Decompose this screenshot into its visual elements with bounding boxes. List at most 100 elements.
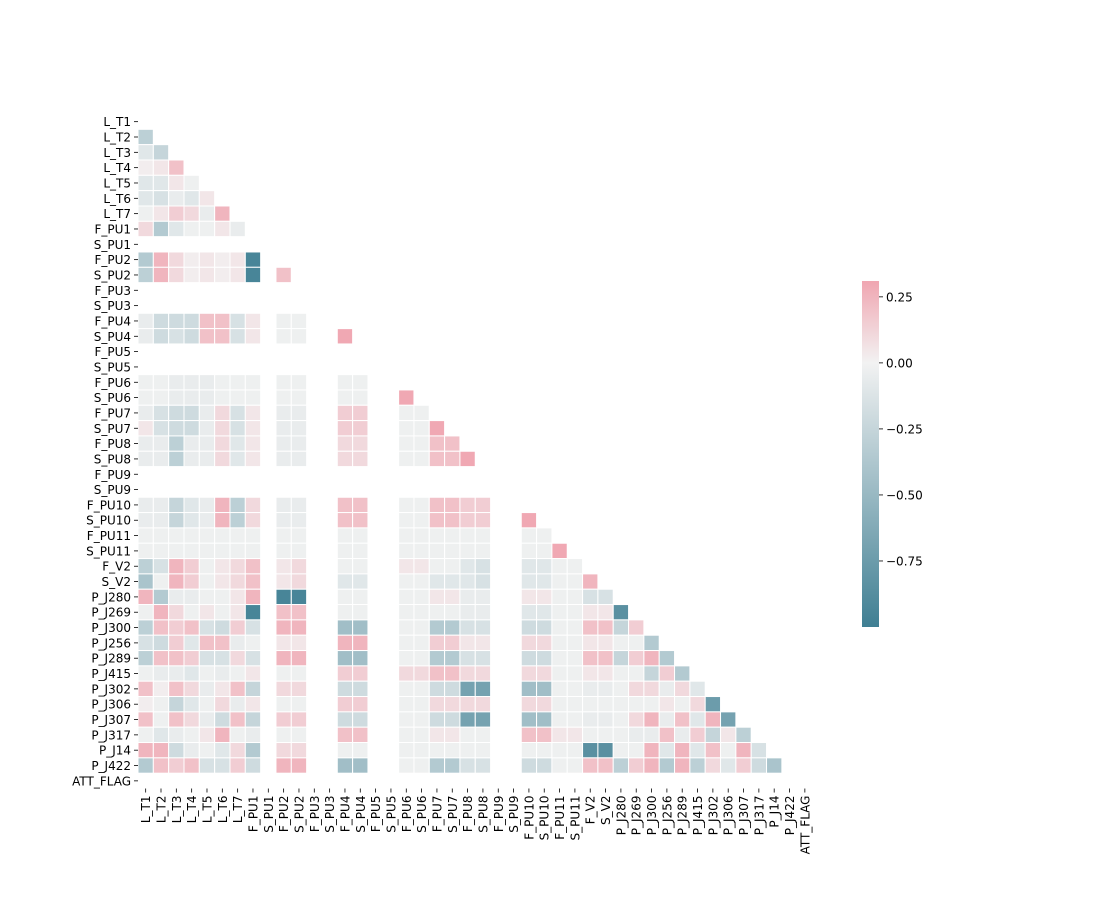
heatmap-cell-F_V2-F_PU8 [459, 558, 476, 575]
heatmap-cell-S_PU2-L_T4 [183, 266, 200, 284]
heatmap-cell-P_J415-F_PU10 [520, 665, 538, 682]
colorbar-ticks: 0.25 0.00 −0.25 −0.50 −0.75 [879, 290, 923, 568]
heatmap-cell-P_J269-F_PU6 [398, 604, 415, 621]
heatmap-cell-P_J306-L_T7 [229, 696, 246, 713]
heatmap-cell-S_PU10-L_T2 [152, 512, 170, 529]
heatmap-cell-P_J269-L_T1 [137, 604, 154, 621]
heatmap-cell-P_J306-L_T6 [214, 696, 231, 713]
heatmap-cell-F_PU1-L_T4 [183, 220, 200, 238]
heatmap-cell-P_J302-P_J415 [689, 680, 706, 698]
y-tick-label-P_J289: P_J289 [91, 652, 131, 666]
x-tick-label-F_PU1: F_PU1 [246, 796, 260, 833]
heatmap-cell-P_J289-L_T1 [137, 650, 154, 667]
heatmap-cell-S_V2-L_T2 [152, 573, 170, 590]
heatmap-cell-P_J300-F_V2 [582, 619, 599, 636]
heatmap-cell-P_J14-P_J307 [735, 742, 752, 759]
heatmap-cell-P_J307-P_J302 [704, 711, 722, 728]
heatmap-cell-P_J422-L_T2 [152, 757, 170, 774]
x-tick-label-P_J289: P_J289 [676, 796, 690, 836]
heatmap-cell-F_PU11-S_PU8 [474, 527, 492, 544]
heatmap-cell-S_PU8-L_T4 [183, 450, 200, 468]
heatmap-cell-F_PU11-S_PU10 [536, 527, 553, 544]
heatmap-cell-P_J256-F_PU1 [244, 634, 262, 652]
y-tick-label-S_PU4: S_PU4 [94, 330, 131, 344]
heatmap-cell-S_PU4-S_PU2 [290, 328, 308, 345]
heatmap-cell-P_J269-F_PU7 [428, 604, 446, 621]
heatmap-cell-P_J307-S_PU11 [566, 711, 584, 728]
heatmap-cell-P_J317-F_PU7 [428, 726, 446, 744]
heatmap-cell-P_J302-L_T1 [137, 680, 154, 698]
heatmap-cell-P_J302-S_PU10 [536, 680, 553, 698]
heatmap-cell-S_PU6-L_T2 [152, 389, 170, 406]
heatmap-cell-P_J422-S_PU11 [566, 757, 584, 774]
x-tick-label-P_J302: P_J302 [706, 796, 720, 836]
heatmap-cell-S_PU8-F_PU1 [244, 450, 262, 468]
heatmap-cell-P_J306-F_PU1 [244, 696, 262, 713]
x-tick-label-S_PU10: S_PU10 [538, 796, 552, 841]
heatmap-cell-F_PU8-F_PU6 [398, 435, 415, 452]
heatmap-cell-P_J302-F_V2 [582, 680, 599, 698]
heatmap-cell-S_PU11-L_T1 [137, 542, 154, 560]
y-tick-label-P_J306: P_J306 [91, 698, 131, 712]
heatmap-cell-P_J280-S_V2 [597, 588, 614, 606]
heatmap-cell-F_PU6-S_PU2 [290, 374, 308, 391]
heatmap-cell-P_J280-L_T3 [168, 588, 185, 606]
heatmap-cell-S_PU4-L_T7 [229, 328, 246, 345]
heatmap-cell-P_J317-F_PU6 [398, 726, 415, 744]
heatmap-cell-P_J422-S_PU6 [413, 757, 430, 774]
heatmap-cell-S_PU4-L_T6 [214, 328, 231, 345]
heatmap-cell-P_J269-F_PU4 [336, 604, 354, 621]
heatmap-cell-P_J317-S_V2 [597, 726, 614, 744]
heatmap-cell-F_PU2-F_PU1 [244, 251, 262, 268]
colorbar-tick-label: −0.25 [886, 422, 923, 436]
heatmap-cell-P_J256-F_PU6 [398, 634, 415, 652]
x-tick-label-S_PU7: S_PU7 [446, 796, 460, 833]
heatmap-cell-P_J307-L_T7 [229, 711, 246, 728]
heatmap-cell-P_J422-P_J302 [704, 757, 722, 774]
heatmap-cell-P_J422-P_J269 [628, 757, 645, 774]
y-tick-label-P_J422: P_J422 [91, 759, 131, 773]
heatmap-cell-F_V2-L_T1 [137, 558, 154, 575]
heatmap-cell-P_J280-F_V2 [582, 588, 599, 606]
heatmap-cell-S_PU7-F_PU1 [244, 420, 262, 437]
heatmap-cell-P_J302-F_PU6 [398, 680, 415, 698]
y-tick-label-F_PU3: F_PU3 [94, 284, 131, 298]
heatmap-cell-S_PU7-S_PU6 [413, 420, 430, 437]
heatmap-cell-P_J289-F_PU10 [520, 650, 538, 667]
heatmap-cell-P_J422-L_T1 [137, 757, 154, 774]
heatmap-cell-S_PU7-S_PU2 [290, 420, 308, 437]
heatmap-cell-S_PU11-S_PU2 [290, 542, 308, 560]
heatmap-cell-P_J307-S_PU10 [536, 711, 553, 728]
heatmap-cell-P_J306-S_PU10 [536, 696, 553, 713]
heatmap-cell-P_J317-F_PU8 [459, 726, 476, 744]
heatmap-cell-P_J317-S_PU2 [290, 726, 308, 744]
heatmap-cell-P_J300-F_PU4 [336, 619, 354, 636]
heatmap-cell-P_J302-F_PU4 [336, 680, 354, 698]
heatmap-cell-P_J289-F_PU11 [551, 650, 568, 667]
heatmap-cell-S_PU6-L_T7 [229, 389, 246, 406]
heatmap-cell-P_J317-L_T3 [168, 726, 185, 744]
heatmap-cell-S_PU2-L_T2 [152, 266, 170, 284]
x-tick-label-L_T6: L_T6 [216, 796, 230, 824]
heatmap-cell-F_PU8-F_PU1 [244, 435, 262, 452]
y-tick-label-F_PU7: F_PU7 [94, 406, 131, 420]
heatmap-cell-P_J256-S_PU7 [444, 634, 461, 652]
heatmap-cell-S_V2-S_PU8 [474, 573, 492, 590]
heatmap-cell-P_J14-P_J280 [612, 742, 630, 759]
heatmap-cell-P_J280-F_PU7 [428, 588, 446, 606]
heatmap-cell-F_V2-F_PU7 [428, 558, 446, 575]
y-tick-label-L_T4: L_T4 [103, 161, 131, 175]
heatmap-cell-P_J289-S_PU8 [474, 650, 492, 667]
x-tick-label-P_J317: P_J317 [752, 796, 766, 836]
heatmap-cell-S_V2-F_PU7 [428, 573, 446, 590]
heatmap-cell-S_PU2-F_PU2 [275, 266, 292, 284]
heatmap-cell-L_T6-L_T4 [183, 190, 200, 207]
heatmap-cell-P_J422-S_PU4 [352, 757, 369, 774]
heatmap-cell-S_PU4-F_PU1 [244, 328, 262, 345]
heatmap-cell-F_PU8-L_T5 [198, 435, 216, 452]
heatmap-cell-F_PU2-L_T7 [229, 251, 246, 268]
heatmap-cell-P_J422-P_J256 [658, 757, 676, 774]
x-tick-label-F_PU10: F_PU10 [522, 796, 536, 840]
x-tick-label-P_J14: P_J14 [768, 796, 782, 828]
heatmap-cell-S_V2-S_PU10 [536, 573, 553, 590]
